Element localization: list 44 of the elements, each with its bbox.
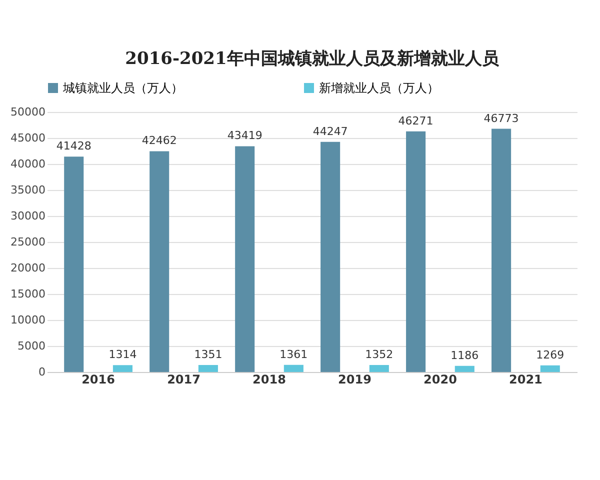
data-label: 1351 (194, 348, 222, 361)
y-tick-label: 50000 (10, 106, 46, 118)
bar (369, 364, 389, 372)
bar (540, 365, 560, 372)
bar (198, 364, 218, 372)
x-tick-label: 2017 (167, 372, 200, 386)
x-tick-label: 2021 (509, 372, 542, 386)
chart-title: 2016-2021年中国城镇就业人员及新增就业人员 (125, 49, 500, 69)
y-tick-label: 0 (38, 366, 46, 378)
data-label: 41428 (56, 140, 92, 153)
y-tick-label: 45000 (10, 132, 46, 144)
y-tick-label: 30000 (10, 210, 46, 222)
bar (492, 128, 512, 372)
y-tick-label: 20000 (10, 262, 46, 274)
x-tick-label: 2016 (82, 372, 115, 386)
data-label: 46271 (398, 114, 434, 128)
data-label: 1361 (280, 348, 308, 361)
x-tick-label: 2019 (338, 372, 372, 386)
data-label: 44247 (312, 124, 348, 138)
y-tick-label: 10000 (10, 314, 46, 326)
data-label: 1314 (108, 348, 137, 362)
bar (150, 151, 170, 372)
data-label: 1186 (450, 348, 479, 362)
bar (454, 366, 474, 372)
x-tick-label: 2020 (424, 372, 457, 386)
y-tick-label: 15000 (10, 288, 46, 300)
data-label: 46773 (484, 112, 519, 125)
bar (406, 131, 426, 372)
data-label: 1352 (365, 348, 394, 361)
bar (112, 365, 132, 372)
bar (320, 142, 340, 372)
x-tick-label: 2018 (252, 372, 286, 386)
data-label: 42462 (142, 134, 177, 148)
data-label: 43419 (227, 129, 262, 142)
y-tick-label: 25000 (10, 236, 46, 248)
bar (284, 364, 304, 372)
y-tick-label: 40000 (10, 158, 46, 170)
data-label: 1269 (536, 348, 564, 362)
bar (64, 156, 84, 372)
bar (235, 146, 255, 372)
y-tick-label: 35000 (10, 184, 46, 196)
y-tick-label: 5000 (18, 340, 46, 352)
legend-label: 新增就业人员（万人） (319, 81, 439, 95)
legend-label: 城镇就业人员（万人） (62, 81, 183, 95)
